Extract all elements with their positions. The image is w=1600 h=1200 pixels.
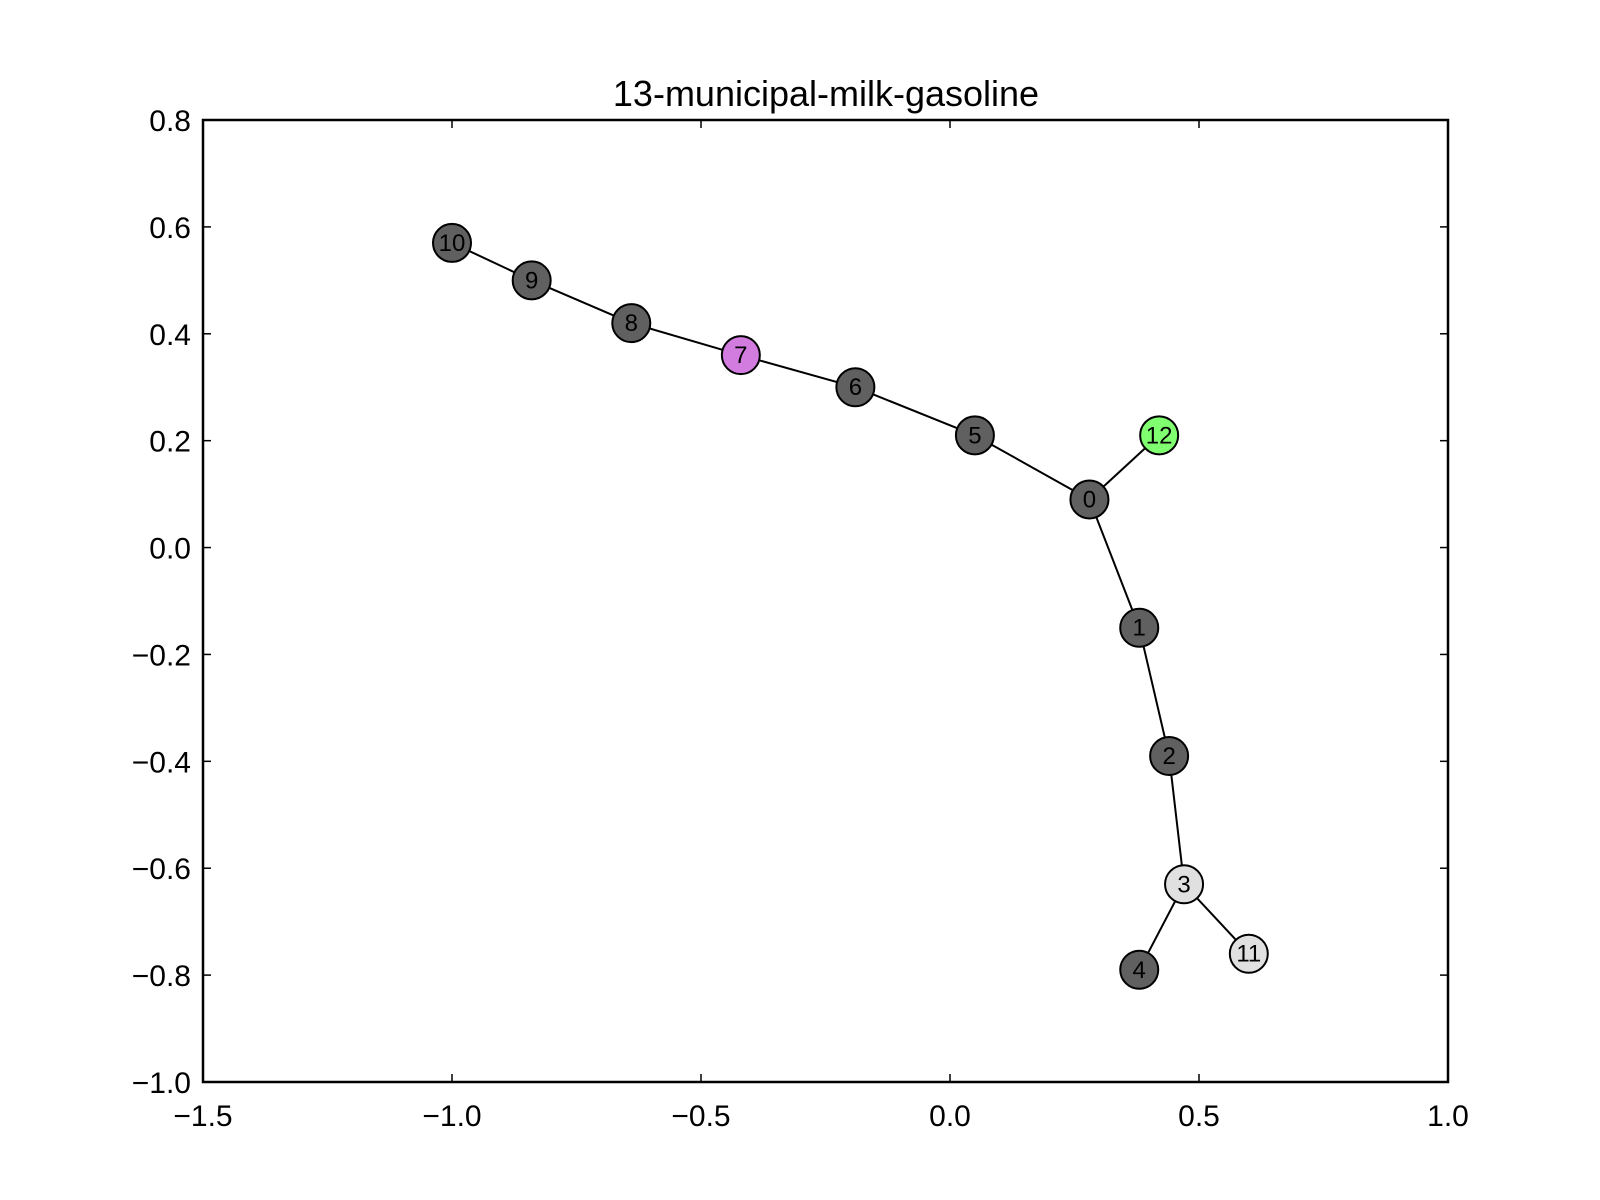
ticks-layer: −1.5 −1.0 −0.5 0.0 0.5 1.00.80.60.40.20.0−0.2… (132, 105, 1469, 1133)
chart-title: 13-municipal-milk-gasoline (613, 73, 1039, 114)
node-label: 0 (1083, 486, 1096, 513)
x-tick-label: 1.0 (1427, 1100, 1469, 1133)
axes-frame (201, 118, 1450, 1084)
node-1: 1 (1119, 607, 1160, 648)
node-5: 5 (954, 415, 995, 456)
y-tick-label: −1.0 (132, 1067, 191, 1100)
node-4: 4 (1119, 949, 1160, 990)
y-tick-label: 0.8 (149, 105, 191, 138)
node-label: 2 (1162, 743, 1175, 770)
node-2: 2 (1149, 735, 1190, 776)
node-circle (511, 260, 552, 301)
y-tick-label: 0.2 (149, 426, 191, 459)
node-label: 11 (1236, 941, 1261, 968)
y-tick-label: 0.0 (149, 533, 191, 566)
node-circle (1139, 415, 1180, 456)
edge-2-3 (1168, 755, 1186, 885)
x-tick-label: −1.5 (173, 1100, 232, 1133)
node-label: 3 (1177, 871, 1190, 898)
x-tick-label: 0.0 (929, 1100, 971, 1133)
node-6: 6 (835, 367, 876, 408)
node-label: 5 (968, 422, 981, 449)
node-circle (1119, 607, 1160, 648)
node-8: 8 (611, 303, 652, 344)
node-label: 6 (849, 374, 862, 401)
node-label: 8 (625, 310, 638, 337)
node-11: 11 (1228, 933, 1269, 974)
node-12: 12 (1139, 415, 1180, 456)
node-0: 0 (1069, 479, 1110, 520)
edge-1-2 (1138, 627, 1171, 757)
node-label: 10 (439, 230, 466, 257)
edge-6-5 (855, 386, 976, 437)
node-circle (611, 303, 652, 344)
node-circle (1228, 933, 1269, 974)
node-circle (1119, 949, 1160, 990)
y-tick-label: −0.6 (132, 853, 191, 886)
node-circle (1164, 864, 1205, 905)
node-10: 10 (432, 222, 472, 263)
edge-0-1 (1088, 499, 1141, 629)
node-label: 7 (734, 342, 747, 369)
x-tick-label: −1.0 (422, 1100, 481, 1133)
node-9: 9 (511, 260, 552, 301)
node-3: 3 (1164, 864, 1205, 905)
edge-5-0 (974, 434, 1090, 501)
node-circle (835, 367, 876, 408)
node-circle (720, 335, 761, 376)
node-circle (1069, 479, 1110, 520)
y-tick-label: −0.2 (132, 639, 191, 672)
node-7: 7 (720, 335, 761, 376)
y-tick-label: 0.4 (149, 319, 191, 352)
node-label: 12 (1146, 422, 1173, 449)
node-circle (432, 222, 472, 263)
node-label: 9 (525, 267, 538, 294)
x-tick-label: 0.5 (1178, 1100, 1220, 1133)
node-circle (954, 415, 995, 456)
node-circle (1149, 735, 1190, 776)
node-label: 1 (1133, 615, 1146, 642)
y-tick-label: −0.4 (132, 746, 191, 779)
node-label: 4 (1133, 957, 1146, 984)
y-tick-label: 0.6 (149, 212, 191, 245)
x-tick-label: −0.5 (671, 1100, 730, 1133)
y-tick-label: −0.8 (132, 960, 191, 993)
